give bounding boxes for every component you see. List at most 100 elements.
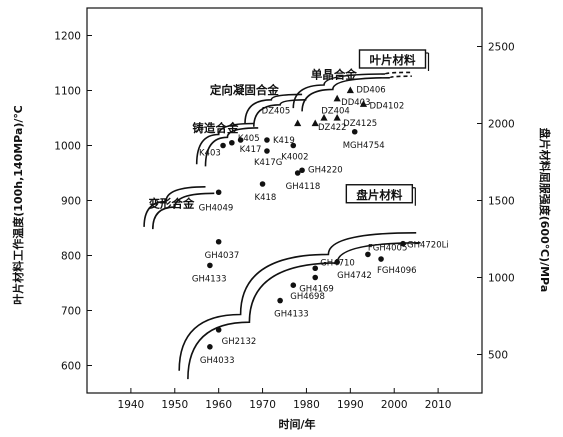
single-crystal-band-lower <box>301 77 390 112</box>
cast-band-lower <box>204 127 259 167</box>
directional-band-upper <box>244 93 303 124</box>
x-tick-label: 1950 <box>161 399 188 411</box>
blade-point-label: DZ405 <box>262 107 291 117</box>
y-left-axis-ticks: 600 700 800 900 1000 1100 1200 <box>54 31 92 373</box>
blade-point-triangle <box>359 100 368 107</box>
blade-point-label: K403 <box>199 149 221 159</box>
blade-point <box>215 189 222 196</box>
disc-point <box>207 344 213 350</box>
blade-point-label: K418 <box>255 193 277 203</box>
x-tick-label: 1940 <box>118 399 145 411</box>
blade-point <box>264 137 270 143</box>
blade-point <box>215 238 222 245</box>
blade-point-label: DZ4125 <box>343 119 377 129</box>
boxed-label-text: 叶片材料 <box>370 53 416 67</box>
disc-point-label: GH4720Li <box>407 241 449 251</box>
disc-point <box>365 251 371 258</box>
blade-point-triangle <box>346 86 354 94</box>
disc-point-label: FGH4005 <box>368 243 408 253</box>
y-left-tick-label: 900 <box>61 196 81 208</box>
disc-point <box>290 282 297 289</box>
y-left-tick-label: 1000 <box>54 141 81 153</box>
blade-point-label: K419 <box>273 136 295 146</box>
blade-point-label: GH4118 <box>286 182 321 192</box>
disc-point <box>312 274 319 281</box>
y-left-tick-label: 1200 <box>54 31 81 43</box>
disc-point-label: GH4710 <box>320 258 355 268</box>
disc-point-label: GH4033 <box>200 356 235 366</box>
trend-bands <box>143 71 421 380</box>
y-left-axis-title: 叶片材料工作温度(100h,140MPa)/℃ <box>11 105 25 304</box>
blade-point-label: GH4037 <box>205 251 240 261</box>
boxed-label-text: 盘片材料 <box>356 188 402 202</box>
group-label: 定向凝固合金 <box>210 83 279 97</box>
blade-point <box>294 170 301 176</box>
y-right-axis-title: 盘片材料屈服强度(600℃)/MPa <box>538 128 552 293</box>
blade-point <box>299 167 305 174</box>
group-label: 铸造合金 <box>192 121 238 135</box>
blade-point <box>264 148 270 154</box>
disc-point <box>378 256 384 262</box>
blade-point-label: K417G <box>254 158 282 168</box>
y-right-tick-label: 2500 <box>488 42 515 54</box>
group-label: 变形合金 <box>148 197 194 211</box>
disc-point-label: GH4169 <box>299 285 334 295</box>
wrought-band-lower <box>152 192 215 230</box>
disc-point <box>215 327 222 333</box>
blade-point-label: GH4133 <box>192 274 227 284</box>
blade-point-triangle <box>333 94 341 102</box>
blade-point-label: DZ422 <box>318 123 347 133</box>
data-points <box>207 86 406 350</box>
x-tick-label: 1960 <box>205 399 232 411</box>
y-left-tick-label: 1100 <box>54 86 81 98</box>
blade-point-label: DD406 <box>356 86 385 96</box>
boxed-label-frame <box>345 184 414 204</box>
disc-band-upper <box>178 232 417 371</box>
blade-point <box>237 137 244 143</box>
x-axis-ticks: 1940 1950 1960 1970 1980 1990 2000 2010 <box>118 388 452 411</box>
blade-point <box>220 142 226 149</box>
x-tick-label: 2000 <box>381 399 408 411</box>
blade-point-label: GH4049 <box>199 203 234 213</box>
data-point-labels: GH4049GH4037GH4133K403K405K417K419K417GK… <box>192 86 449 366</box>
blade-point <box>229 139 235 146</box>
disc-band-lower <box>187 242 421 380</box>
blade-point-label: MGH4754 <box>343 141 385 151</box>
disc-point <box>400 240 406 247</box>
blade-point-triangle <box>311 119 319 127</box>
x-axis-title: 时间/年 <box>278 417 315 431</box>
x-tick-label: 1990 <box>337 399 364 411</box>
blade-point-label: K4002 <box>281 153 308 163</box>
group-label: 单晶合金 <box>311 67 357 81</box>
disc-point <box>312 265 319 272</box>
blade-point-label: DD4102 <box>370 101 405 111</box>
blade-point-label: GH4220 <box>308 165 343 175</box>
disc-point-label: GH2132 <box>222 337 257 347</box>
x-tick-label: 2010 <box>425 399 452 411</box>
y-right-tick-label: 500 <box>488 350 508 362</box>
blade-point <box>207 262 213 269</box>
blade-point <box>259 181 266 187</box>
blade-point-triangle <box>333 114 341 121</box>
blade-point-triangle <box>320 114 328 121</box>
blade-point-triangle <box>294 119 302 127</box>
x-tick-label: 1970 <box>249 399 276 411</box>
disc-point-label: GH4698 <box>290 292 325 302</box>
y-right-tick-label: 2000 <box>488 119 515 131</box>
blade-point-label: K417 <box>240 145 262 155</box>
boxed-label-frame <box>358 49 427 69</box>
y-left-tick-label: 800 <box>61 251 81 263</box>
blade-point <box>290 142 297 149</box>
y-right-tick-label: 1500 <box>488 196 515 208</box>
y-left-tick-label: 600 <box>61 361 81 373</box>
blade-point-label: DD403 <box>341 98 370 108</box>
x-tick-label: 1980 <box>293 399 320 411</box>
y-right-tick-label: 1000 <box>488 273 515 285</box>
blade-point-label: DZ404 <box>321 107 350 117</box>
disc-point-label: FGH4096 <box>377 266 417 276</box>
cast-band-upper <box>195 122 254 165</box>
disc-point <box>334 259 340 265</box>
directional-band-lower <box>253 99 307 127</box>
disc-point <box>277 297 283 304</box>
